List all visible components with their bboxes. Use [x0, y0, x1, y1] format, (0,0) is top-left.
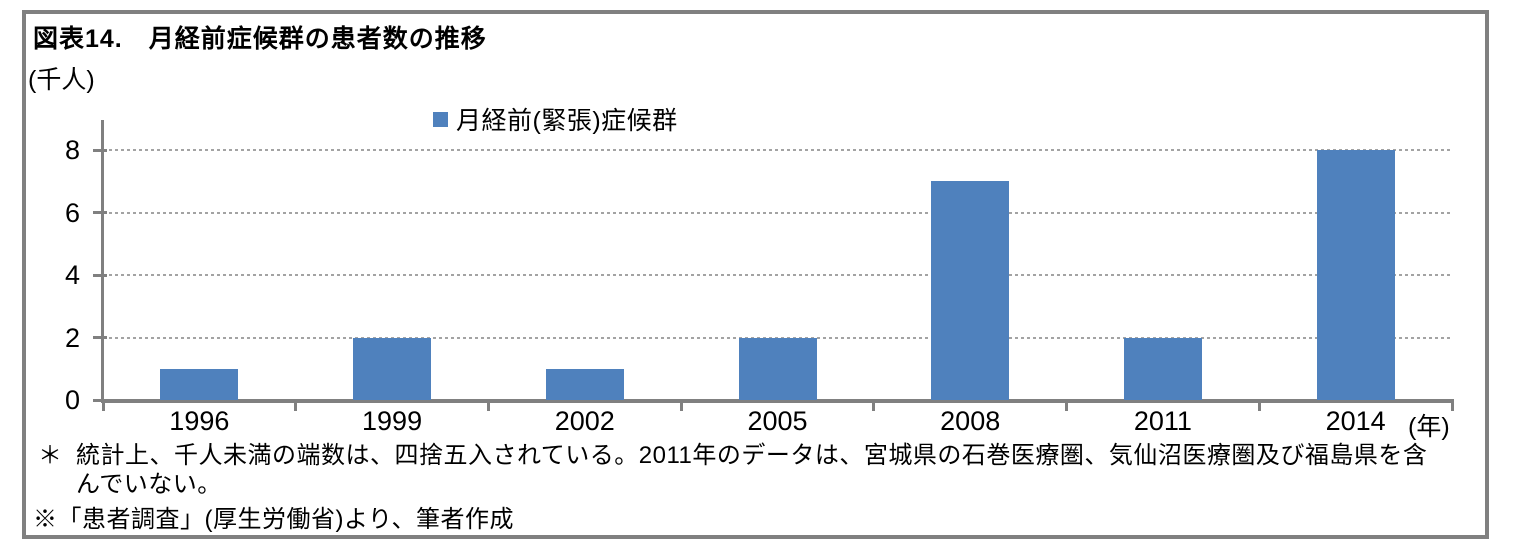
- bar-2011: [1123, 337, 1202, 400]
- legend-series-label: 月経前(緊張)症候群: [456, 107, 678, 135]
- x-axis-tick: [1450, 400, 1454, 411]
- y-axis-line: [101, 120, 104, 402]
- legend-swatch-icon: [433, 111, 448, 127]
- x-axis-line: [101, 399, 1454, 403]
- x-axis-tick-label: 2011: [1133, 406, 1192, 436]
- figure-title: 図表14. 月経前症候群の患者数の推移: [33, 25, 487, 53]
- gridline-y-8: [103, 149, 1452, 151]
- footnote-1-marker: ＊: [38, 442, 62, 469]
- y-axis-tick: [93, 211, 107, 214]
- bar-2008: [931, 181, 1010, 400]
- footnote-1: ＊ 統計上、千人未満の端数は、四捨五入されている。2011年のデータは、宮城県の…: [38, 441, 1441, 499]
- x-axis-tick: [101, 400, 105, 411]
- y-axis-tick-label: 6: [64, 197, 80, 228]
- x-axis-tick-label: 1999: [362, 406, 423, 436]
- y-axis-tick-label: 4: [64, 260, 80, 290]
- x-axis-tick: [1257, 400, 1261, 411]
- x-axis-tick: [294, 400, 298, 411]
- footnote-2-source: ※「患者調査」(厚生労働省)より、筆者作成: [33, 506, 515, 533]
- x-axis-tick: [872, 400, 876, 411]
- legend: 月経前(緊張)症候群: [433, 101, 678, 137]
- x-axis-tick-label: 1996: [169, 406, 230, 436]
- x-axis-tick: [679, 400, 683, 411]
- x-axis-tick-label: 2002: [554, 406, 615, 436]
- bar-2002: [545, 368, 624, 400]
- y-axis-tick: [93, 273, 107, 277]
- x-axis-tick-label: 2005: [747, 406, 808, 436]
- y-axis-tick: [93, 398, 107, 402]
- y-axis-unit-label: (千人): [28, 66, 95, 94]
- bar-1999: [353, 337, 432, 400]
- y-axis-tick: [93, 336, 107, 339]
- bar-1996: [160, 368, 239, 400]
- bar-2014: [1316, 150, 1395, 400]
- x-axis-tick-label: 2008: [940, 406, 1001, 436]
- x-axis-unit-label: (年): [1408, 413, 1450, 441]
- footnote-1-text: 統計上、千人未満の端数は、四捨五入されている。2011年のデータは、宮城県の石巻…: [76, 442, 1428, 498]
- gridline-y-4: [103, 274, 1452, 276]
- y-axis-tick-label: 2: [64, 322, 80, 353]
- y-axis-tick: [93, 148, 107, 152]
- x-axis-tick: [486, 400, 490, 411]
- x-axis-tick-label: 2014: [1325, 406, 1386, 436]
- y-axis-tick-label: 0: [64, 385, 80, 415]
- bar-2005: [738, 337, 817, 400]
- gridline-y-6: [103, 211, 1452, 214]
- y-axis-tick-label: 8: [64, 135, 80, 165]
- x-axis-tick: [1065, 400, 1069, 411]
